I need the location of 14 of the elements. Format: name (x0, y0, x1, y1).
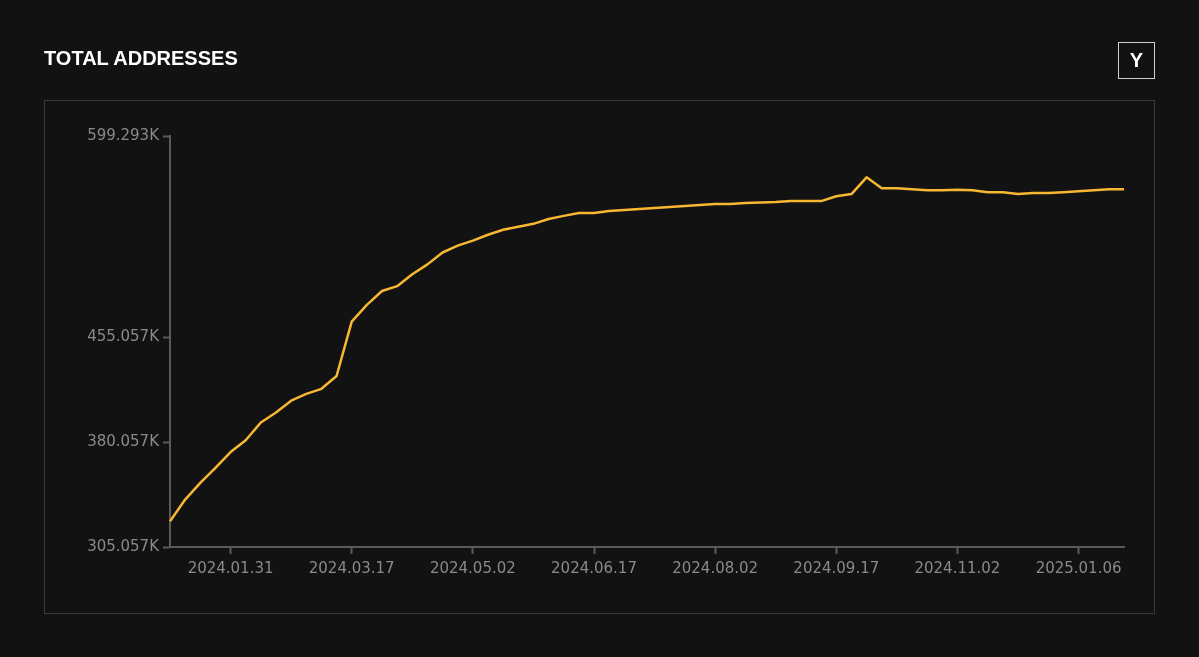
y-tick-label: 599.293K (87, 125, 161, 144)
text: Y (1118, 42, 1155, 79)
x-tick-label: 2024.06.17 (551, 558, 637, 577)
x-tick-label: 2024.08.02 (672, 558, 759, 577)
x-tick-label: 2024.09.17 (793, 558, 880, 577)
x-tick-label: 2025.01.06 (1035, 558, 1122, 577)
x-tick-label: 2024.01.31 (187, 558, 274, 577)
y-tick-label: 380.057K (87, 432, 161, 451)
y-tick-label: 455.057K (87, 327, 161, 346)
x-tick-label: 2024.05.02 (429, 558, 516, 577)
x-tick-label: 2024.03.17 (308, 558, 395, 577)
y-tick-label: 305.057K (87, 536, 161, 555)
chart-title: TOTAL ADDRESSES (44, 47, 238, 70)
x-tick-label: 2024.11.02 (914, 558, 1001, 577)
